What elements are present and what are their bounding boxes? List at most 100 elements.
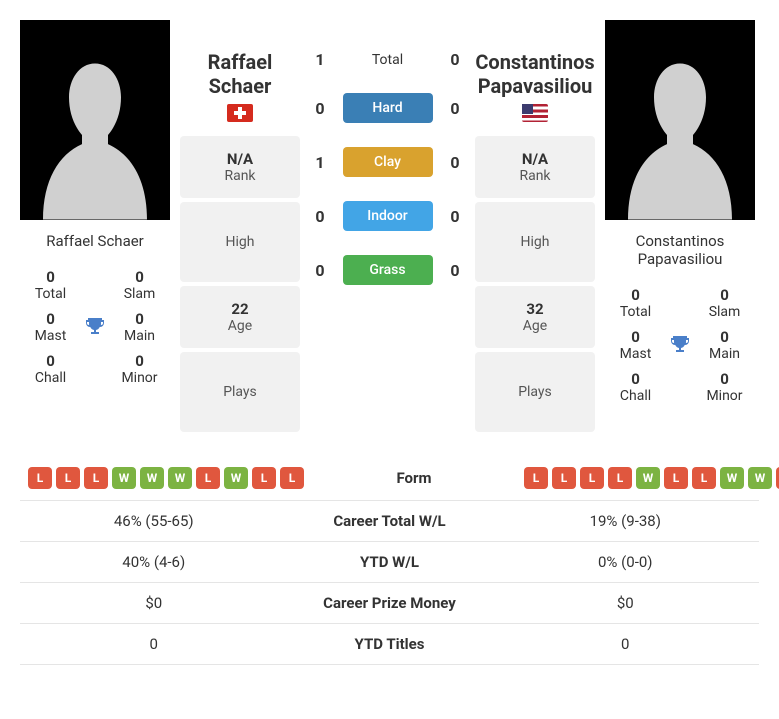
h2h-surface-left: 0 (310, 207, 330, 226)
h2h-surface-row: 0 Grass 0 (310, 255, 465, 285)
comparison-row: 40% (4-6)YTD W/L0% (0-0) (20, 542, 759, 583)
comparison-label: Career Prize Money (280, 594, 500, 612)
stat-plays-left: Plays (180, 352, 300, 432)
player-name-right: Constantinos Papavasiliou (605, 220, 755, 280)
title-main-right: 0 Main (698, 328, 751, 362)
top-section: Raffael Schaer 0 Total 0 Slam 0 Mast 0 (20, 20, 759, 436)
stats-col-left: Raffael Schaer N/A Rank High 22 Age Play… (180, 20, 300, 436)
trophy-icon-left (83, 310, 107, 344)
comparison-value-right: 0% (0-0) (500, 553, 752, 571)
stat-high-left: High (180, 202, 300, 282)
h2h-surface-left: 1 (310, 153, 330, 172)
form-badge: L (524, 467, 548, 489)
comparison-value-right: 19% (9-38) (500, 512, 752, 530)
comparison-value-left: 46% (55-65) (28, 512, 280, 530)
comparison-value-right: $0 (500, 594, 752, 612)
comparison-value-left: $0 (28, 594, 280, 612)
h2h-total-left: 1 (310, 50, 330, 69)
form-badge: W (720, 467, 744, 489)
form-badge: W (636, 467, 660, 489)
h2h-surface-row: 0Hard0 (310, 93, 465, 123)
comparison-value-right: 0 (500, 635, 752, 653)
form-badge: L (28, 467, 52, 489)
title-chall-right: 0 Chall (609, 370, 662, 404)
h2h-total-row: 1 Total 0 (310, 50, 465, 69)
h2h-total-right: 0 (445, 50, 465, 69)
avatar-box-right (605, 20, 755, 220)
form-badge: W (224, 467, 248, 489)
h2h-total-label: Total (343, 52, 433, 68)
h2h-surface-left: 0 (310, 261, 330, 280)
comparison-label: YTD W/L (280, 553, 500, 571)
form-badge: L (196, 467, 220, 489)
title-mast-right: 0 Mast (609, 328, 662, 362)
h2h-surface-right: 0 (445, 99, 465, 118)
comparison-table: LLLWWWLWLLFormLLLLWLLWWL46% (55-65)Caree… (20, 456, 759, 665)
trophy-icon-right (668, 328, 692, 362)
title-total-left: 0 Total (24, 268, 77, 302)
player-name-left: Raffael Schaer (20, 220, 170, 262)
form-badge: L (84, 467, 108, 489)
comparison-row: $0Career Prize Money$0 (20, 583, 759, 624)
name-header-right: Constantinos Papavasiliou (475, 50, 595, 126)
h2h-column: 1 Total 0 0Hard0 1 Clay 0 0 Indoor 0 0 Grass 0 (310, 20, 465, 436)
comparison-row: LLLWWWLWLLFormLLLLWLLWWL (20, 456, 759, 501)
person-silhouette-icon (615, 50, 745, 220)
comparison-value-left: 40% (4-6) (28, 553, 280, 571)
form-badge: W (168, 467, 192, 489)
form-seq-left: LLLWWWLWLL (28, 467, 304, 489)
stats-col-right: Constantinos Papavasiliou N/A Rank High … (475, 20, 595, 436)
stat-plays-right: Plays (475, 352, 595, 432)
surface-pill: Grass (343, 255, 433, 285)
h2h-surface-row: 0 Indoor 0 (310, 201, 465, 231)
comparison-label: Form (304, 469, 524, 487)
player-card-right: Constantinos Papavasiliou 0 Total 0 Slam… (605, 20, 755, 436)
form-badge: W (112, 467, 136, 489)
name-header-left: Raffael Schaer (180, 50, 300, 126)
title-minor-right: 0 Minor (698, 370, 751, 404)
form-badge: L (608, 467, 632, 489)
player-card-left: Raffael Schaer 0 Total 0 Slam 0 Mast 0 (20, 20, 170, 436)
title-main-left: 0 Main (113, 310, 166, 344)
form-badge: L (56, 467, 80, 489)
title-mast-left: 0 Mast (24, 310, 77, 344)
avatar-box-left (20, 20, 170, 220)
player-titles-left: 0 Total 0 Slam 0 Mast 0 Main 0 (20, 262, 170, 400)
comparison-label: Career Total W/L (280, 512, 500, 530)
form-badge: L (252, 467, 276, 489)
form-seq-right: LLLLWLLWWL (524, 467, 779, 489)
title-minor-left: 0 Minor (113, 352, 166, 386)
form-badge: L (664, 467, 688, 489)
form-badge: L (692, 467, 716, 489)
title-slam-left: 0 Slam (113, 268, 166, 302)
trophy-icon (668, 333, 692, 357)
surface-pill: Indoor (343, 201, 433, 231)
stat-rank-left: N/A Rank (180, 136, 300, 198)
title-total-right: 0 Total (609, 286, 662, 320)
trophy-icon (83, 315, 107, 339)
stat-high-right: High (475, 202, 595, 282)
h2h-surface-right: 0 (445, 207, 465, 226)
title-slam-right: 0 Slam (698, 286, 751, 320)
comparison-row: 0YTD Titles0 (20, 624, 759, 665)
h2h-surface-right: 0 (445, 261, 465, 280)
person-silhouette-icon (30, 50, 160, 220)
form-badge: L (580, 467, 604, 489)
form-badge: W (748, 467, 772, 489)
title-chall-left: 0 Chall (24, 352, 77, 386)
stat-age-left: 22 Age (180, 286, 300, 348)
stat-age-right: 32 Age (475, 286, 595, 348)
h2h-surface-row: 1 Clay 0 (310, 147, 465, 177)
h2h-surface-left: 0 (310, 99, 330, 118)
h2h-surface-right: 0 (445, 153, 465, 172)
surface-pill: Clay (343, 147, 433, 177)
comparison-label: YTD Titles (280, 635, 500, 653)
form-badge: W (140, 467, 164, 489)
stat-rank-right: N/A Rank (475, 136, 595, 198)
form-badge: L (552, 467, 576, 489)
comparison-value-left: 0 (28, 635, 280, 653)
comparison-row: 46% (55-65)Career Total W/L19% (9-38) (20, 501, 759, 542)
form-badge: L (280, 467, 304, 489)
player-titles-right: 0 Total 0 Slam 0 Mast 0 Main 0 (605, 280, 755, 418)
usa-flag-icon (522, 104, 548, 122)
